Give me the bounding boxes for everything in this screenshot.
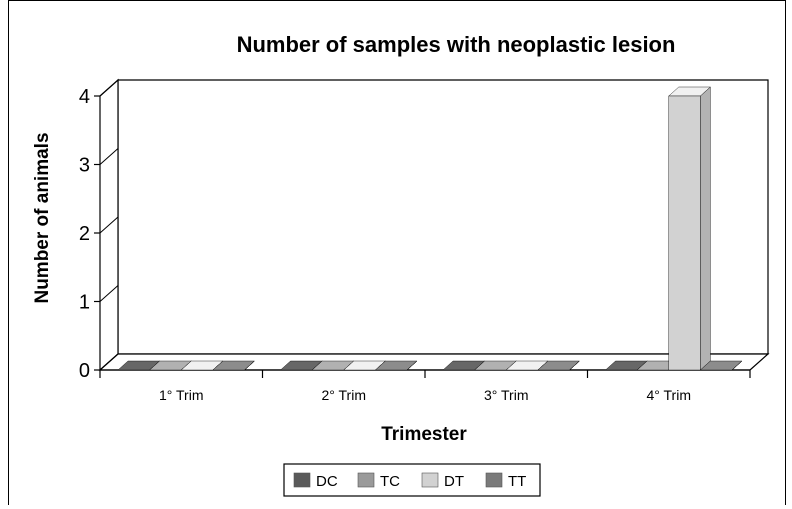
legend-label: TC bbox=[380, 473, 400, 490]
x-axis-title: Trimester bbox=[381, 424, 467, 445]
legend-swatch bbox=[485, 472, 503, 488]
y-tick-label: 4 bbox=[79, 86, 90, 108]
legend-label: DC bbox=[316, 473, 338, 490]
bar-side bbox=[569, 360, 580, 371]
legend-item: DT bbox=[421, 472, 464, 490]
y-tick-label: 1 bbox=[79, 292, 90, 314]
x-tick-label: 2° Trim bbox=[322, 387, 367, 403]
legend-item: TC bbox=[357, 472, 400, 490]
plot-area: 0 1 2 3 4 bbox=[79, 78, 770, 382]
bar-side bbox=[731, 360, 743, 371]
legend: DC TC DT TT bbox=[283, 463, 541, 497]
bar-side bbox=[406, 360, 418, 371]
legend-swatch bbox=[357, 472, 375, 488]
x-tick-label: 3° Trim bbox=[484, 387, 529, 403]
legend-label: DT bbox=[444, 473, 464, 490]
legend-item: DC bbox=[293, 472, 338, 490]
x-tick-label: 1° Trim bbox=[159, 387, 204, 403]
chart-frame bbox=[8, 0, 786, 505]
y-tick-diagonal bbox=[99, 148, 119, 165]
bar bbox=[668, 86, 711, 371]
bar-front bbox=[668, 95, 701, 371]
y-tick-diagonal bbox=[99, 353, 119, 371]
x-tick-label: 4° Trim bbox=[647, 387, 692, 403]
chart-marks: 1° Trim 2° Trim 3° Trim 4° Trim bbox=[117, 86, 743, 403]
legend-swatch bbox=[421, 472, 439, 488]
legend-item: TT bbox=[485, 472, 526, 490]
bar-side bbox=[244, 360, 255, 371]
bar bbox=[374, 360, 418, 371]
bar bbox=[212, 360, 256, 371]
y-tick-diagonal bbox=[99, 79, 119, 97]
legend-label: TT bbox=[508, 473, 526, 490]
y-tick-label: 3 bbox=[79, 155, 90, 177]
legend-swatch bbox=[293, 472, 311, 488]
y-tick-label: 0 bbox=[79, 360, 90, 382]
y-tick-label: 2 bbox=[79, 223, 90, 245]
y-tick-diagonal bbox=[99, 285, 119, 302]
y-tick-diagonal bbox=[99, 216, 119, 234]
bar bbox=[699, 360, 743, 371]
bar bbox=[537, 360, 581, 371]
bar-side bbox=[700, 86, 711, 371]
chart-title: Number of samples with neoplastic lesion bbox=[237, 32, 676, 57]
y-axis-title: Number of animals bbox=[32, 132, 53, 303]
